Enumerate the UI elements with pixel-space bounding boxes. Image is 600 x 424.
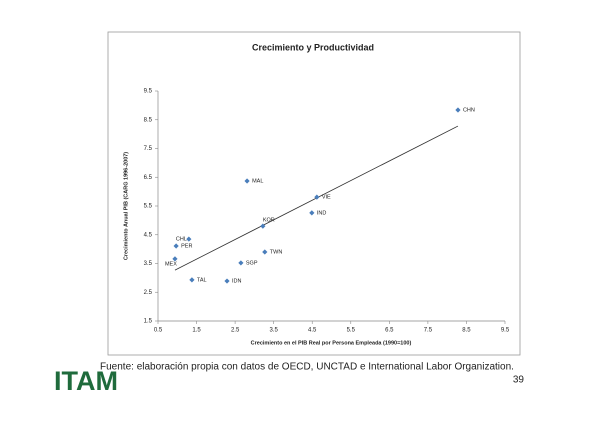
- data-point: [314, 194, 320, 200]
- page-number: 39: [513, 375, 525, 386]
- data-point: [260, 223, 266, 229]
- point-label: KOR: [263, 218, 275, 224]
- data-point: [309, 210, 315, 216]
- x-axis-label: Crecimiento en el PIB Real por Persona E…: [251, 340, 412, 346]
- x-tick-label: 3.5: [269, 328, 278, 334]
- point-label: CHL: [176, 237, 187, 243]
- x-tick-label: 6.5: [385, 328, 394, 334]
- data-point: [186, 236, 192, 242]
- x-tick-label: 2.5: [231, 328, 240, 334]
- point-label: MAL: [252, 178, 263, 184]
- point-label: TAL: [197, 277, 207, 283]
- logo: ITAM: [54, 366, 118, 396]
- point-label: TWN: [270, 249, 283, 255]
- point-label: VIE: [322, 195, 331, 201]
- x-tick-label: 8.5: [462, 328, 471, 334]
- data-point: [455, 107, 461, 113]
- point-label: MEX: [165, 261, 177, 267]
- data-point: [172, 256, 178, 262]
- point-label: IND: [317, 210, 327, 216]
- x-tick-label: 0.5: [154, 328, 163, 334]
- point-label: SGP: [246, 260, 258, 266]
- x-tick-label: 4.5: [308, 328, 317, 334]
- chart-frame: [107, 31, 521, 356]
- y-tick-label: 6.5: [144, 175, 153, 181]
- y-tick-label: 7.5: [144, 146, 153, 152]
- x-tick-label: 7.5: [424, 328, 433, 334]
- data-point: [262, 249, 268, 255]
- y-tick-label: 2.5: [144, 290, 153, 296]
- x-tick-label: 1.5: [192, 328, 201, 334]
- data-point: [173, 243, 179, 249]
- source-note: Fuente: elaboración propia con datos de …: [100, 362, 514, 373]
- y-tick-label: 9.5: [144, 89, 153, 95]
- y-axis-label: Crecimiento Anual PIB (CARG 1996-2007): [123, 152, 129, 260]
- y-tick-label: 4.5: [144, 232, 153, 238]
- x-tick-label: 5.5: [347, 328, 356, 334]
- x-tick-label: 9.5: [501, 328, 510, 334]
- y-tick-label: 1.5: [144, 319, 153, 325]
- data-point: [244, 178, 250, 184]
- data-point: [238, 260, 244, 266]
- data-point: [189, 277, 195, 283]
- y-tick-label: 5.5: [144, 204, 153, 210]
- data-point: [224, 278, 230, 284]
- chart-title: Crecimiento y Productividad: [252, 42, 374, 52]
- y-tick-label: 3.5: [144, 261, 153, 267]
- y-tick-label: 8.5: [144, 117, 153, 123]
- point-label: IDN: [232, 278, 242, 284]
- point-label: CHN: [463, 107, 475, 113]
- point-label: PER: [181, 243, 192, 249]
